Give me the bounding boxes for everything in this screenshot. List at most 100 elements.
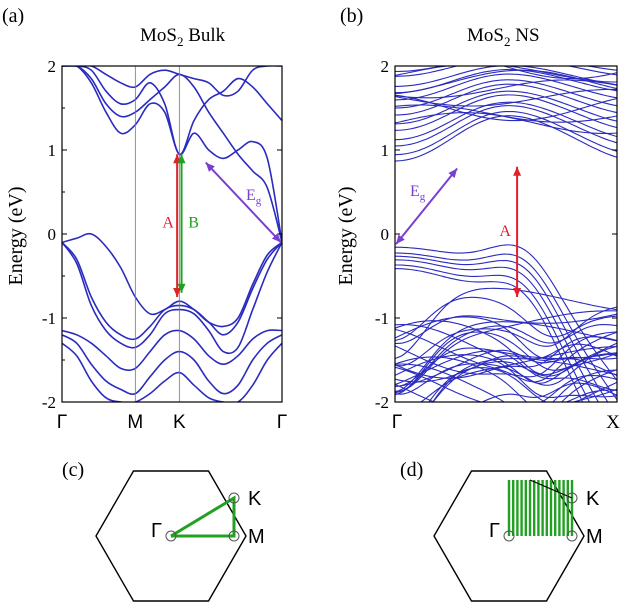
panel-b-arrow-a-head-start [513, 288, 522, 297]
panel-b-band-6 [395, 83, 617, 116]
panel-b-band-15 [395, 104, 617, 123]
panel-b-arrow-eg-head-end [448, 168, 458, 178]
panel-a-arrow-eg-shaft [205, 161, 282, 244]
panel-a-title: MoS2 Bulk [140, 25, 226, 49]
panel-d-brillouin-zone: Γ KM [433, 470, 603, 602]
panel-c-k-path [170, 495, 236, 538]
panel-c-gamma-label: Γ [151, 520, 162, 542]
panel-b-band-24 [395, 255, 609, 402]
panel-b-band-38 [420, 345, 617, 402]
panel-a-arrow-a [173, 154, 182, 297]
panel-b-band-53 [395, 363, 617, 402]
panel-a-ytick-label-1: 1 [48, 141, 57, 160]
panel-b-band-28 [395, 287, 617, 360]
panel-b-band-13 [395, 48, 617, 61]
panel-c-m-label: M [248, 526, 265, 548]
panel-a-band-2 [62, 329, 282, 372]
panel-c-point-k [228, 492, 240, 504]
panel-b-plot: 2 1 0 -1 -2Γ X A Eg [375, 48, 620, 433]
panel-b-band-3 [395, 101, 617, 141]
panel-b-ytick-label-1: 1 [381, 141, 390, 160]
panel-d-point-gamma [503, 530, 515, 542]
panel-b-arrow-a-head-end [513, 166, 522, 176]
panel-b-band-30 [395, 313, 617, 345]
panel-a-arrow-eg-head-end [205, 162, 215, 172]
panel-a-arrow-b-label: B [188, 214, 199, 231]
panel-a-arrow-b [177, 154, 186, 293]
panel-c-k-label: K [248, 488, 262, 510]
panel-b-bands [395, 48, 617, 402]
panel-a-arrow-a-head-start [173, 288, 182, 297]
panel-b-arrow-eg [395, 167, 458, 245]
panel-b-arrow-a [513, 166, 522, 297]
panel-b-band-17 [395, 88, 617, 107]
panel-a-arrow-eg-head-start [271, 233, 281, 243]
panel-a-arrow-eg-sub: g [256, 195, 262, 207]
panel-a-xtick-label-2: K [173, 412, 186, 433]
panel-a-bands [62, 66, 282, 402]
panel-a-band-3 [62, 334, 282, 395]
panel-b-band-39 [432, 353, 617, 402]
panel-b-band-29 [395, 296, 617, 342]
panel-b-ytick-label-3: -1 [375, 309, 389, 328]
panel-b-band-50 [395, 350, 617, 392]
panel-b-band-8 [395, 73, 617, 101]
panel-b-band-10 [395, 66, 617, 87]
panel-b-ylabel: Energy (eV) [335, 186, 357, 285]
panel-b-arrow-eg-shaft [395, 167, 458, 245]
panel-a-arrow-eg [205, 161, 282, 244]
panel-b-band-42 [395, 316, 617, 360]
panel-b-band-7 [395, 79, 617, 109]
panel-c-brillouin-zone: Γ KM [95, 470, 265, 602]
panel-a-frame [61, 65, 283, 403]
panel-b-band-56 [540, 374, 617, 402]
panel-a-xtick-label-3: Γ [277, 412, 287, 433]
panel-c-point-gamma [165, 530, 177, 542]
panel-a-band-5 [62, 232, 282, 328]
panel-b-band-0 [395, 115, 617, 162]
panel-b-title: MoS2 NS [467, 25, 540, 49]
panel-b-band-37 [395, 345, 617, 395]
panel-c-point-m [228, 530, 240, 542]
panel-a-ytick-label-2: 0 [48, 225, 57, 244]
panel-a-ytick-label-0: 2 [48, 57, 57, 76]
panel-b-arrow-eg-head-start [396, 234, 405, 245]
panel-a-ytick-label-4: -2 [42, 393, 56, 412]
panel-b-band-1 [395, 110, 617, 156]
panel-a-band-1 [62, 241, 282, 355]
panel-d-point-m [566, 530, 578, 542]
panel-b-band-54 [395, 366, 617, 402]
panel-b-band-40 [432, 358, 617, 402]
panel-b-arrow-a-label: A [499, 223, 511, 240]
panel-b-band-11 [395, 66, 617, 77]
panel-a-ytick-label-3: -1 [42, 309, 56, 328]
panel-d-hexagon [433, 470, 585, 602]
panel-b-xtick-label-0: Γ [392, 412, 402, 433]
panel-b-band-49 [395, 349, 617, 388]
panel-b-band-44 [395, 323, 617, 384]
panel-a-xtick-label-1: M [127, 412, 143, 433]
panel-d-gamma-label: Γ [489, 520, 500, 542]
panel-b-arrow-eg-sub: g [420, 191, 426, 203]
panel-c-hexagon [95, 470, 247, 602]
panel-a-arrow-b-head-end [177, 154, 186, 164]
panel-b-band-4 [395, 94, 617, 131]
panel-b-ytick-label-0: 2 [381, 57, 390, 76]
panel-d-m-label: M [586, 526, 603, 548]
panel-b-band-55 [395, 369, 617, 402]
panel-d-point-k [566, 492, 578, 504]
panel-a-band-9 [62, 66, 282, 97]
panel-a-band-0 [62, 241, 282, 341]
panel-a-arrow-a-label: A [162, 214, 174, 231]
panel-d-label: (d) [400, 459, 423, 481]
panel-b-band-22 [395, 244, 617, 381]
panel-b-band-20 [395, 66, 617, 83]
panel-a-arrow-eg-label: Eg [246, 187, 262, 207]
panel-d-k-label: K [586, 488, 600, 510]
panel-a-arrow-b-head-start [177, 283, 186, 293]
panel-b-xtick-label-1: X [606, 412, 620, 433]
panel-a-plot: 210-1-2Γ M K ΓA BEg [42, 57, 287, 433]
panel-a-band-6 [62, 66, 282, 243]
panel-b-band-45 [395, 328, 617, 383]
